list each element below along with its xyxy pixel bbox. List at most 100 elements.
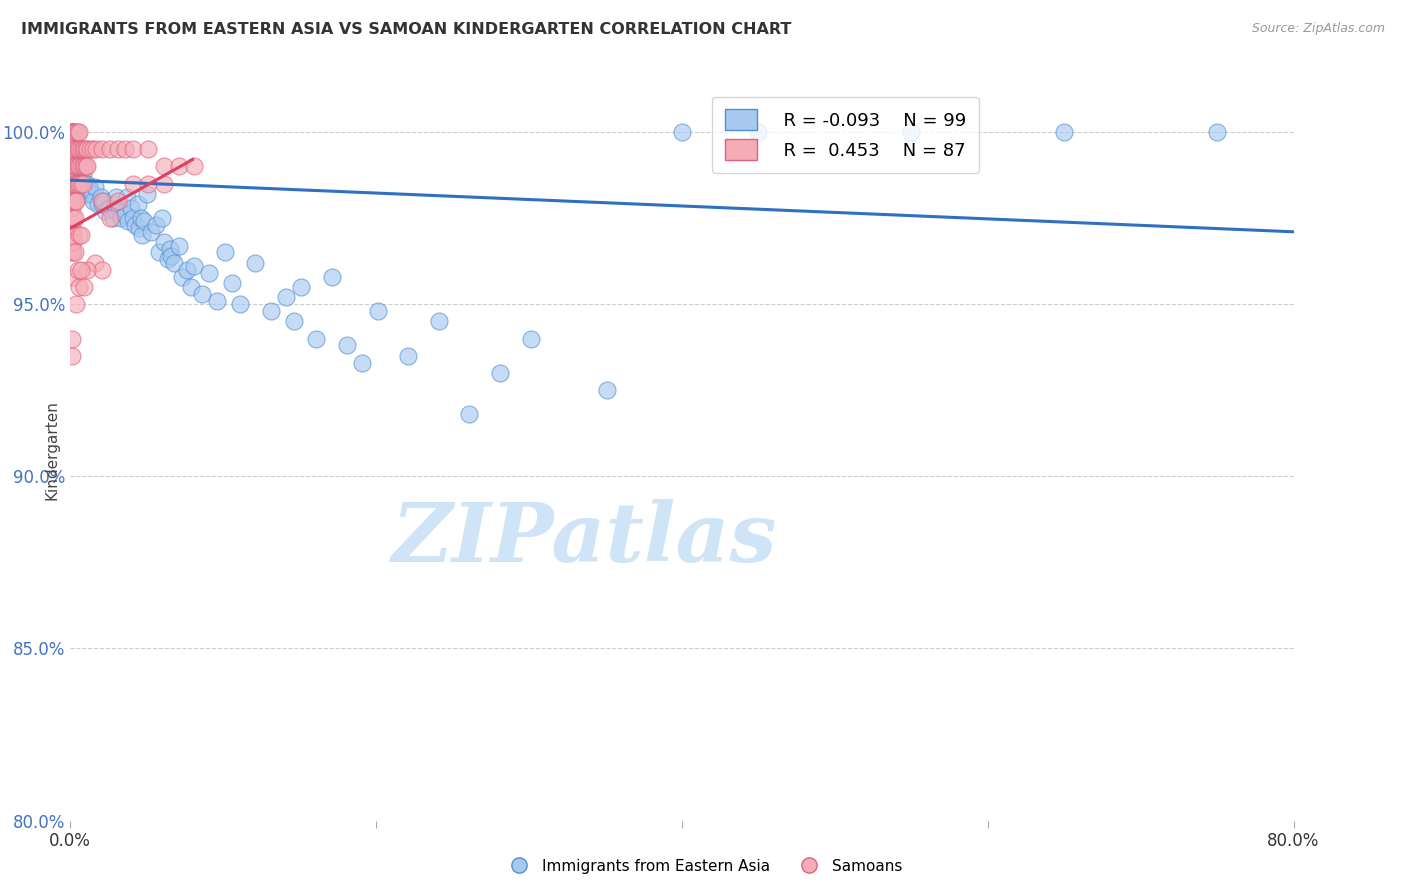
Point <box>69 166 91 180</box>
Point <box>141 225 163 239</box>
Point <box>191 286 214 301</box>
Point <box>62 269 84 284</box>
Point <box>198 266 221 280</box>
Point <box>69 280 91 294</box>
Point <box>70 177 93 191</box>
Point <box>70 262 93 277</box>
Point <box>75 142 97 156</box>
Point <box>107 142 129 156</box>
Point <box>127 197 149 211</box>
Point <box>283 314 305 328</box>
Point <box>73 280 96 294</box>
Point <box>1053 125 1076 139</box>
Point <box>73 160 96 174</box>
Point <box>122 142 145 156</box>
Point <box>60 153 83 167</box>
Point <box>65 177 87 191</box>
Point <box>160 249 183 263</box>
Point <box>1206 125 1229 139</box>
Point <box>70 160 93 174</box>
Point <box>66 160 89 174</box>
Point <box>62 194 84 208</box>
Point <box>60 156 83 170</box>
Point <box>91 197 114 211</box>
Point <box>396 349 419 363</box>
Point <box>70 228 93 243</box>
Point <box>519 332 541 346</box>
Point <box>72 142 94 156</box>
Point <box>80 186 103 201</box>
Point <box>62 153 84 167</box>
Point <box>63 211 86 225</box>
Point <box>69 160 91 174</box>
Point <box>82 142 104 156</box>
Point <box>101 211 124 225</box>
Point <box>183 160 205 174</box>
Point <box>65 160 87 174</box>
Point <box>136 177 159 191</box>
Point <box>60 125 83 139</box>
Point <box>63 125 86 139</box>
Point <box>76 160 98 174</box>
Point <box>60 245 83 260</box>
Point <box>121 201 143 215</box>
Point <box>105 204 128 219</box>
Point <box>60 166 83 180</box>
Point <box>671 125 693 139</box>
Point <box>60 125 83 139</box>
Point <box>596 383 619 397</box>
Point <box>63 177 86 191</box>
Point <box>98 142 121 156</box>
Point <box>150 211 173 225</box>
Point <box>245 256 267 270</box>
Point <box>167 238 190 252</box>
Point <box>122 211 145 225</box>
Point <box>152 235 174 249</box>
Point <box>82 194 104 208</box>
Point <box>108 201 131 215</box>
Point <box>75 160 97 174</box>
Point <box>72 160 94 174</box>
Point <box>60 173 83 187</box>
Point <box>145 218 167 232</box>
Point <box>124 218 146 232</box>
Point <box>60 162 83 177</box>
Point <box>60 201 83 215</box>
Legend:   R = -0.093    N = 99,   R =  0.453    N = 87: R = -0.093 N = 99, R = 0.453 N = 87 <box>713 96 979 173</box>
Y-axis label: Kindergarten: Kindergarten <box>44 401 59 500</box>
Point <box>62 125 84 139</box>
Point <box>110 211 132 225</box>
Point <box>94 204 117 219</box>
Point <box>205 293 228 308</box>
Point <box>83 180 105 194</box>
Point <box>65 125 87 139</box>
Point <box>60 162 83 177</box>
Point <box>91 194 114 208</box>
Point <box>489 366 512 380</box>
Point <box>180 280 202 294</box>
Point <box>107 194 129 208</box>
Point <box>75 177 97 191</box>
Point <box>115 190 138 204</box>
Point <box>72 177 94 191</box>
Point <box>69 142 91 156</box>
Point <box>62 160 84 174</box>
Point <box>73 184 96 198</box>
Point <box>157 252 180 267</box>
Point <box>66 177 89 191</box>
Point <box>60 221 83 235</box>
Point <box>97 201 120 215</box>
Point <box>163 256 186 270</box>
Point <box>60 135 83 149</box>
Point <box>60 349 83 363</box>
Point <box>274 290 297 304</box>
Point <box>128 221 150 235</box>
Point <box>62 235 84 249</box>
Point <box>167 160 190 174</box>
Point <box>79 142 101 156</box>
Point <box>69 177 91 191</box>
Point <box>72 180 94 194</box>
Point <box>63 245 86 260</box>
Point <box>65 186 87 201</box>
Point <box>66 125 89 139</box>
